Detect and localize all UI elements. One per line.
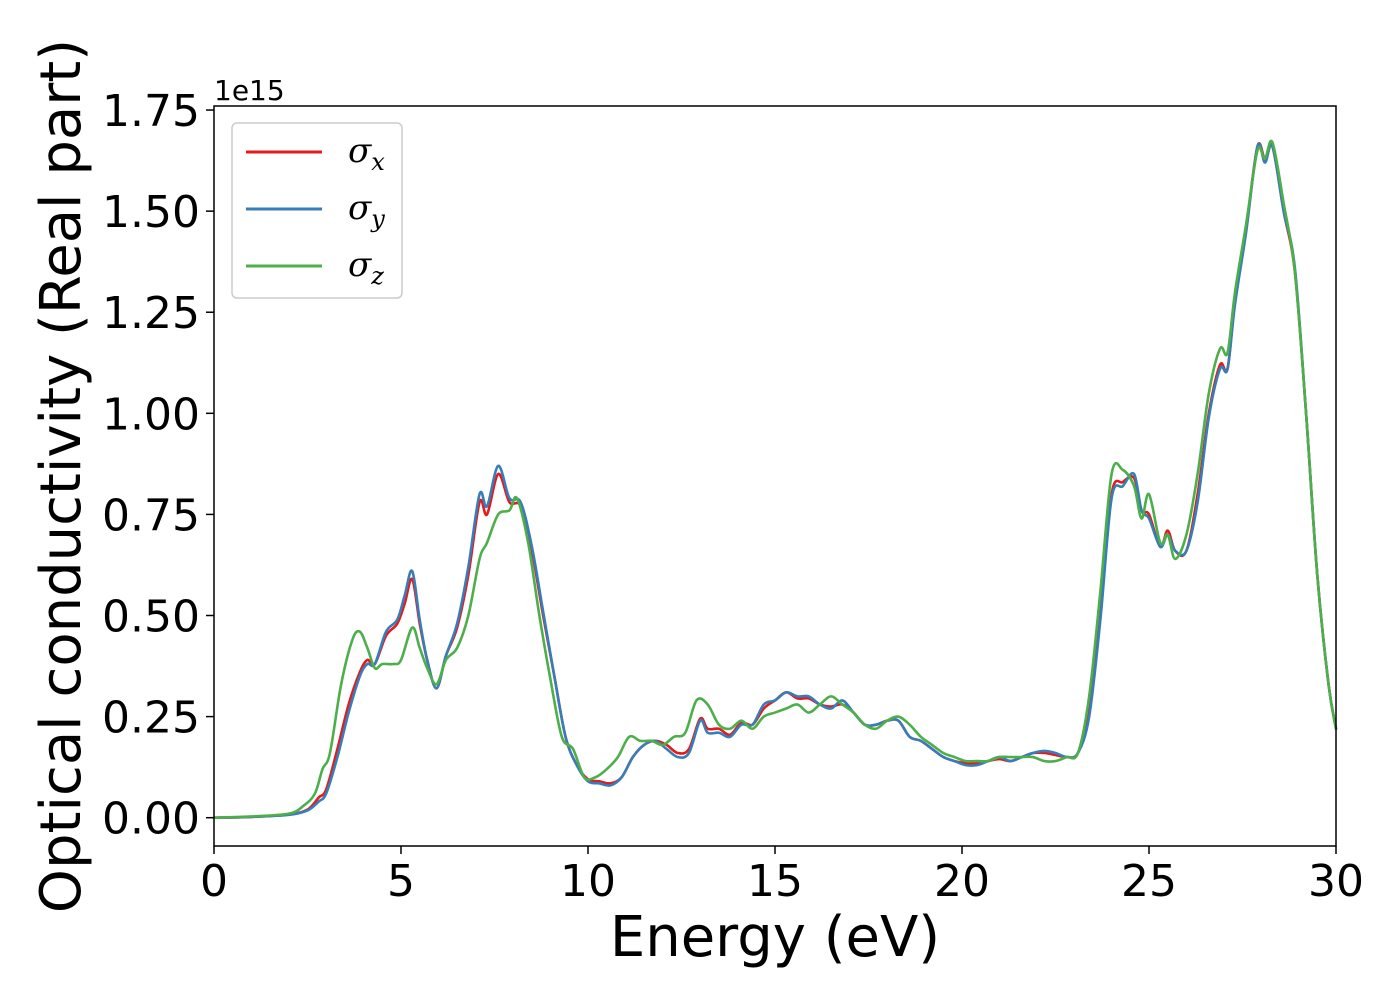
series-layer bbox=[212, 139, 1338, 819]
x-tick-label: 0 bbox=[200, 856, 228, 907]
legend: σx σy σz bbox=[231, 122, 403, 299]
x-tick-label: 20 bbox=[934, 856, 990, 907]
x-tick-label: 25 bbox=[1121, 856, 1177, 907]
y-tick-label: 0.25 bbox=[102, 693, 200, 744]
x-axis-title: Energy (eV) bbox=[610, 905, 940, 970]
legend-label-x: σx bbox=[348, 131, 385, 176]
legend-items: σx σy σz bbox=[246, 131, 385, 290]
x-axis: 0 5 10 15 20 25 30 bbox=[200, 846, 1364, 907]
x-tick-label: 30 bbox=[1308, 856, 1364, 907]
series-line-y bbox=[212, 142, 1338, 819]
y-tick-label: 1.25 bbox=[102, 288, 200, 339]
y-tick-label: 0.50 bbox=[102, 592, 200, 643]
series-line-z bbox=[212, 139, 1338, 819]
y-tick-label: 1.50 bbox=[102, 187, 200, 238]
legend-label-z: σz bbox=[348, 245, 384, 290]
y-tick-label: 0.00 bbox=[102, 794, 200, 845]
legend-label-y: σy bbox=[348, 188, 385, 233]
y-axis: 0.00 0.25 0.50 0.75 1.00 1.25 1.50 1.75 bbox=[102, 86, 214, 845]
y-tick-label: 1.00 bbox=[102, 389, 200, 440]
y-tick-label: 0.75 bbox=[102, 490, 200, 541]
x-tick-label: 10 bbox=[560, 856, 616, 907]
x-tick-label: 5 bbox=[387, 856, 415, 907]
y-tick-label: 1.75 bbox=[102, 86, 200, 137]
y-axis-title: Optical conductivity (Real part) bbox=[29, 39, 94, 913]
y-offset-label: 1e15 bbox=[214, 74, 285, 107]
x-tick-label: 15 bbox=[747, 856, 803, 907]
